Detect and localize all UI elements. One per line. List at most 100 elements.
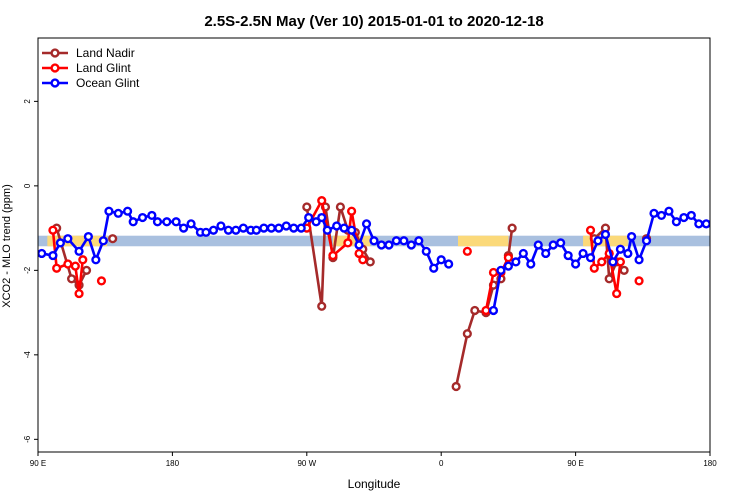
ocean-glint-point-1-20 <box>634 255 644 265</box>
ocean-glint-point-1-15 <box>600 229 611 240</box>
ocean-glint-point-1-0 <box>488 305 499 316</box>
ocean-glint-point-1-16 <box>608 257 618 267</box>
land-nadir-point-3-1 <box>462 329 472 339</box>
ocean-glint-point-0-23 <box>223 225 234 235</box>
land-glint-line-5 <box>589 230 622 295</box>
land-glint-point-3-0 <box>462 246 472 256</box>
land-glint-point-0-1 <box>52 263 62 273</box>
y-tick-label-4: -6 <box>23 435 32 443</box>
ocean-glint-point-1-7 <box>541 248 551 259</box>
legend-label-land-nadir: Land Nadir <box>76 46 135 60</box>
ocean-glint-point-0-4 <box>74 246 84 256</box>
ocean-glint-point-0-53 <box>444 259 454 269</box>
ocean-glint-point-0-17 <box>179 223 189 233</box>
ocean-glint-point-0-30 <box>274 223 284 233</box>
land-glint-point-0-3 <box>70 261 80 271</box>
ocean-glint-point-0-9 <box>113 208 123 218</box>
ocean-glint-point-1-14 <box>593 236 603 246</box>
land-glint-point-0-0 <box>48 225 58 235</box>
ocean-glint-point-1-2 <box>503 261 514 271</box>
ocean-glint-point-1-26 <box>679 212 689 223</box>
ocean-glint-point-0-50 <box>421 246 431 256</box>
ocean-glint-point-0-15 <box>162 217 172 227</box>
ocean-glint-point-1-12 <box>578 248 588 259</box>
ocean-glint-point-0-28 <box>259 223 269 233</box>
y-tick-label-0: 2 <box>23 99 32 104</box>
y-axis: 2 0 -2 -4 -6 <box>23 99 38 443</box>
ocean-glint-point-0-22 <box>216 221 226 231</box>
ocean-glint-point-0-40 <box>347 225 357 235</box>
ocean-glint-point-0-49 <box>414 236 424 246</box>
ocean-glint-point-1-11 <box>570 259 581 269</box>
ocean-glint-point-0-45 <box>384 240 394 250</box>
ocean-glint-point-1-10 <box>563 250 573 261</box>
ocean-glint-point-0-6 <box>91 255 101 265</box>
ocean-glint-point-1-13 <box>585 253 596 263</box>
ocean-glint-point-0-25 <box>238 223 248 233</box>
ocean-glint-point-1-28 <box>694 219 704 229</box>
series-ocean-glint <box>38 206 710 316</box>
ocean-glint-point-1-24 <box>664 206 674 216</box>
ocean-glint-point-0-43 <box>369 236 379 246</box>
series-layer <box>38 196 710 392</box>
legend-marker-ocean-glint <box>50 78 60 88</box>
land-glint-point-2-3 <box>343 238 353 248</box>
ocean-glint-point-0-33 <box>296 223 306 233</box>
x-tick-label-3: 0 <box>439 459 444 468</box>
land-glint-point-6-0 <box>634 276 644 286</box>
ocean-glint-point-1-29 <box>701 219 710 229</box>
land-nadir-point-2-4 <box>335 202 346 212</box>
land-glint-point-4-1 <box>488 267 499 278</box>
land-glint-point-5-4 <box>612 288 622 299</box>
ocean-glint-point-0-21 <box>208 225 219 235</box>
ocean-glint-point-1-21 <box>641 236 652 246</box>
ocean-glint-point-0-10 <box>122 206 133 216</box>
land-glint-point-2-2 <box>328 250 338 261</box>
ocean-glint-point-0-11 <box>128 217 138 227</box>
plot-frame <box>37 37 711 453</box>
ocean-glint-point-1-19 <box>626 231 637 242</box>
series-group <box>38 196 710 392</box>
x-tick-label-0: 90 E <box>30 459 46 468</box>
ocean-glint-point-0-37 <box>322 225 332 235</box>
background-band-3 <box>458 235 509 247</box>
ocean-glint-point-0-42 <box>361 219 372 229</box>
x-tick-label-1: 180 <box>166 459 180 468</box>
land-glint-point-4-0 <box>481 305 491 316</box>
land-glint-point-0-2 <box>63 259 73 269</box>
x-tick-label-2: 90 W <box>297 459 316 468</box>
land-nadir-point-1-0 <box>108 234 118 244</box>
ocean-glint-point-0-7 <box>98 236 108 246</box>
ocean-glint-point-0-41 <box>354 240 364 250</box>
land-glint-point-2-1 <box>317 196 327 206</box>
land-nadir-point-3-7 <box>507 223 517 233</box>
land-glint-point-2-6 <box>358 255 368 265</box>
land-glint-point-1-0 <box>96 276 107 286</box>
land-nadir-point-0-1 <box>66 274 77 284</box>
y-axis-label: XCO2 - MLO trend (ppm) <box>1 184 13 307</box>
ocean-glint-point-0-34 <box>304 212 314 223</box>
ocean-glint-point-0-18 <box>186 219 196 229</box>
land-glint-point-5-2 <box>597 257 607 267</box>
legend-marker-land-glint <box>50 63 60 73</box>
ocean-glint-point-1-17 <box>615 244 626 254</box>
ocean-glint-point-1-6 <box>533 240 543 250</box>
land-nadir-point-2-8 <box>365 257 375 267</box>
y-tick-label-3: -4 <box>23 351 32 359</box>
land-nadir-point-2-0 <box>302 202 312 212</box>
ocean-glint-point-1-9 <box>556 238 566 248</box>
ocean-glint-point-1-18 <box>623 248 633 259</box>
ocean-glint-point-0-2 <box>55 238 66 248</box>
ocean-glint-point-0-20 <box>201 227 211 237</box>
ocean-glint-point-1-23 <box>656 210 667 221</box>
land-nadir-point-3-2 <box>470 305 480 316</box>
ocean-glint-point-1-25 <box>671 217 682 227</box>
legend-label-ocean-glint: Ocean Glint <box>76 76 140 90</box>
ocean-glint-point-0-48 <box>406 240 416 250</box>
ocean-glint-point-1-27 <box>686 210 696 221</box>
ocean-glint-point-0-39 <box>339 223 349 233</box>
ocean-glint-point-0-29 <box>266 223 276 233</box>
ocean-glint-point-1-5 <box>526 259 536 269</box>
